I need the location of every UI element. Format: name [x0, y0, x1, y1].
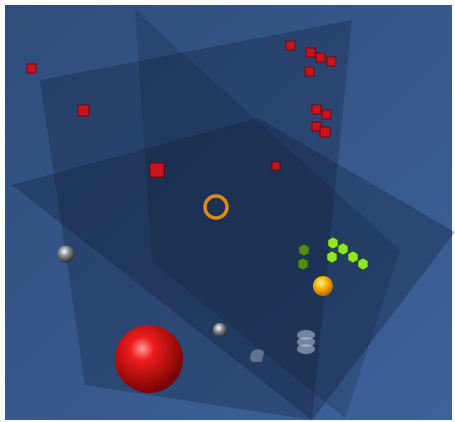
- hex: [347, 250, 359, 264]
- cube: [149, 162, 165, 178]
- back-plane: [40, 20, 352, 420]
- planes: [12, 10, 455, 420]
- cube: [285, 40, 296, 51]
- ghost-stack: [297, 330, 315, 354]
- side-plane: [135, 10, 400, 418]
- red-cubes: [26, 40, 337, 178]
- hex: [297, 257, 309, 271]
- cube: [26, 63, 37, 74]
- cube: [271, 161, 281, 171]
- gold-sphere: [313, 276, 333, 296]
- floor-plane: [12, 118, 455, 420]
- cube: [315, 52, 326, 63]
- cube: [304, 66, 315, 77]
- grey-sphere: [57, 245, 75, 263]
- hex: [357, 257, 369, 271]
- cube: [77, 104, 90, 117]
- background: [5, 5, 452, 420]
- hex: [337, 242, 349, 256]
- grey-sphere: [213, 323, 227, 337]
- hex: [326, 250, 338, 264]
- hex: [327, 236, 339, 250]
- disc: [297, 330, 315, 340]
- ghost-shape: [250, 349, 264, 362]
- cube: [319, 126, 331, 138]
- green-hexes: [297, 236, 369, 271]
- disc: [297, 344, 315, 354]
- hex: [298, 243, 310, 257]
- cube: [305, 47, 316, 58]
- cube: [311, 121, 322, 132]
- disc: [297, 337, 315, 347]
- cube: [311, 104, 322, 115]
- red-sphere: [115, 325, 183, 393]
- cube: [321, 109, 332, 120]
- cube: [326, 56, 337, 67]
- ring: [203, 194, 229, 220]
